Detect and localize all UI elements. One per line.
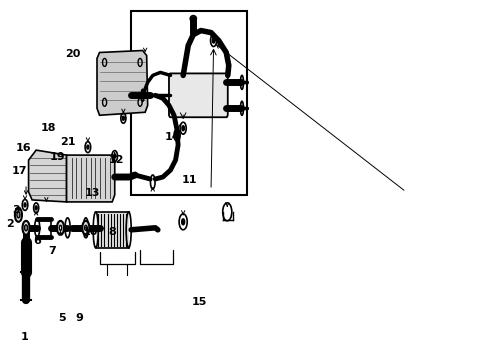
Bar [131,11,246,195]
Text: 17: 17 [12,166,27,176]
Text: 15: 15 [192,297,207,307]
Text: 12: 12 [109,155,124,165]
Polygon shape [97,50,147,115]
Circle shape [122,116,124,120]
Text: 9: 9 [76,313,84,323]
Circle shape [23,221,29,235]
Text: 16: 16 [15,143,31,153]
Text: 4: 4 [21,245,29,255]
Text: 6: 6 [33,236,41,246]
Text: 13: 13 [85,188,100,198]
Circle shape [114,154,116,158]
Text: 21: 21 [60,138,76,147]
Text: 2: 2 [6,219,14,229]
FancyBboxPatch shape [169,73,228,117]
Circle shape [182,219,185,225]
Text: 19: 19 [49,152,65,162]
Polygon shape [28,150,67,202]
Polygon shape [67,155,115,202]
Circle shape [212,38,215,43]
Text: 10: 10 [82,227,98,237]
Text: 7: 7 [49,246,56,256]
Text: 1: 1 [21,332,29,342]
Text: 5: 5 [58,313,65,323]
Circle shape [87,145,89,149]
Circle shape [57,221,64,235]
Circle shape [182,126,184,131]
Text: 18: 18 [41,123,56,133]
Circle shape [35,206,37,210]
Circle shape [24,203,26,207]
Text: 11: 11 [182,175,197,185]
Text: 20: 20 [65,49,80,59]
Bar [96,212,129,248]
Text: 8: 8 [108,227,116,237]
Circle shape [24,225,27,231]
Circle shape [176,133,178,137]
Circle shape [17,212,20,218]
Circle shape [82,221,89,235]
Circle shape [15,208,22,222]
Text: 14: 14 [164,132,180,142]
Text: 3: 3 [13,206,20,216]
